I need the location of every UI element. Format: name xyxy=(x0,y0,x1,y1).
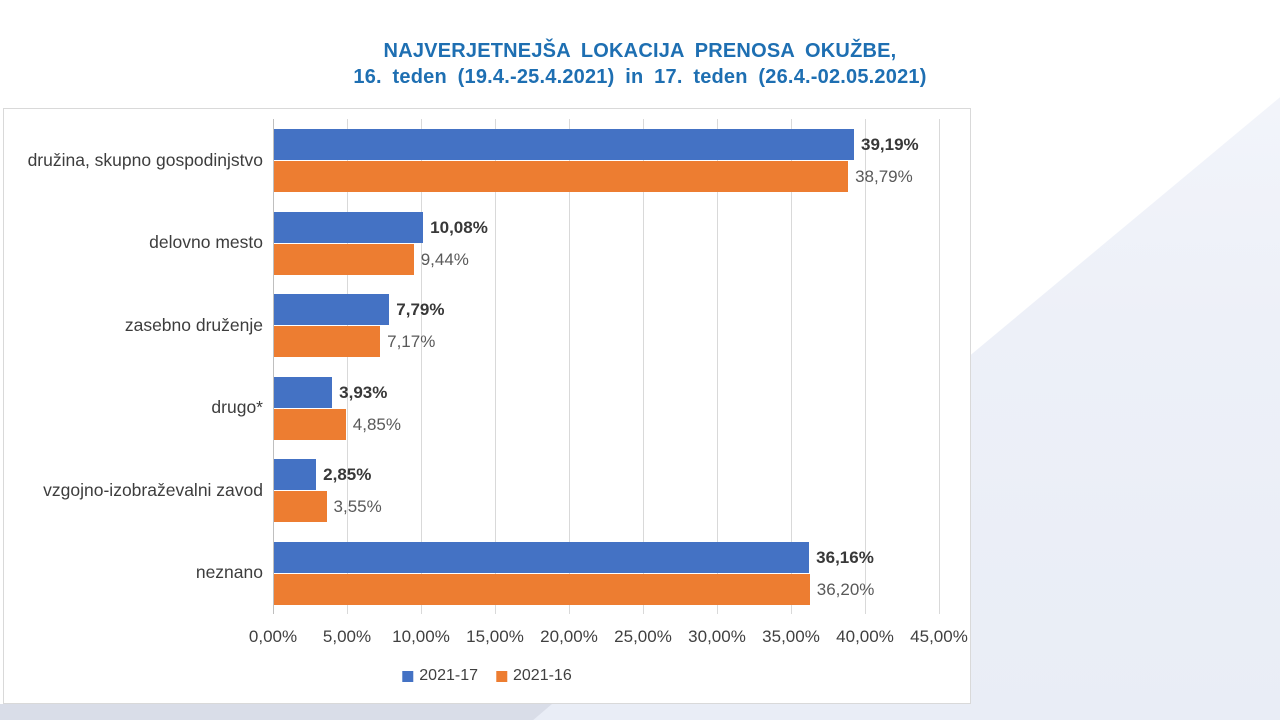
bar-2021-17 xyxy=(274,376,333,408)
x-axis-tick-label: 30,00% xyxy=(688,627,746,646)
background-accent-shape-dark xyxy=(0,704,552,720)
category-label: družina, skupno gospodinjstvo xyxy=(27,149,263,170)
bar-value-label: 3,93% xyxy=(339,382,388,402)
plot-area: 0,00% 5,00% 10,00% 15,00% 20,00% 25,00% 30,00%… xyxy=(4,109,970,703)
bar-value-label: 7,17% xyxy=(387,332,436,351)
category-label: drugo* xyxy=(211,397,263,418)
bar-2021-16 xyxy=(274,573,810,605)
gridline xyxy=(643,119,644,614)
bar-value-label: 4,85% xyxy=(352,414,401,434)
bar-2021-16 xyxy=(274,408,346,440)
gridline xyxy=(865,119,866,614)
bar-2021-16 xyxy=(274,491,327,522)
bar-value-label: 2,85% xyxy=(323,465,372,484)
x-axis-tick-label: 25,00% xyxy=(614,627,672,646)
value-axis-line xyxy=(273,119,274,614)
gridline xyxy=(717,119,718,614)
category-label: delovno mesto xyxy=(149,232,263,253)
gridline xyxy=(569,119,570,614)
bar-2021-17 xyxy=(274,211,424,243)
bar-value-label: 38,79% xyxy=(855,167,913,186)
bar-value-label: 36,16% xyxy=(816,547,874,567)
gridline xyxy=(939,119,940,614)
x-axis-tick-label: 10,00% xyxy=(392,627,450,646)
x-axis-tick-label: 20,00% xyxy=(540,627,598,646)
x-axis-tick-label: 5,00% xyxy=(322,627,372,646)
bar-value-label: 9,44% xyxy=(420,249,469,269)
gridline xyxy=(421,119,422,614)
bar-value-label: 3,55% xyxy=(333,497,382,516)
x-axis-tick-label: 0,00% xyxy=(248,627,298,646)
legend-swatch-2021-17 xyxy=(402,670,414,682)
legend-label: 2021-17 xyxy=(419,667,478,684)
category-label: vzgojno-izobraževalni zavod xyxy=(43,479,263,500)
bar-2021-17 xyxy=(274,459,317,490)
bar-2021-16 xyxy=(274,243,414,275)
chart-title: NAJVERJETNEJŠA LOKACIJA PRENOSA OKUŽBE, … xyxy=(0,38,1280,90)
chart-card: 0,00% 5,00% 10,00% 15,00% 20,00% 25,00% 30,00%… xyxy=(3,108,971,704)
bar-2021-16 xyxy=(274,161,849,192)
legend-item: 2021-17 xyxy=(402,667,478,685)
gridline xyxy=(791,119,792,614)
bar-2021-17 xyxy=(274,294,390,325)
x-axis-tick-label: 35,00% xyxy=(762,627,820,646)
category-label: zasebno druženje xyxy=(124,314,263,335)
legend-label: 2021-16 xyxy=(513,667,572,684)
chart-legend: 2021-17 2021-16 xyxy=(402,667,572,685)
bar-2021-16 xyxy=(274,326,381,357)
bar-2021-17 xyxy=(274,541,810,573)
legend-swatch-2021-16 xyxy=(496,670,507,682)
gridline xyxy=(347,119,348,614)
gridline xyxy=(495,119,496,614)
category-label: neznano xyxy=(195,562,263,583)
bar-value-label: 36,20% xyxy=(816,579,875,599)
x-axis-tick-label: 15,00% xyxy=(466,627,524,646)
bar-value-label: 39,19% xyxy=(861,135,919,154)
bar-value-label: 10,08% xyxy=(430,217,488,237)
bar-2021-17 xyxy=(274,129,854,160)
legend-item: 2021-16 xyxy=(496,667,572,685)
chart-title-line1: NAJVERJETNEJŠA LOKACIJA PRENOSA OKUŽBE, xyxy=(383,40,897,62)
x-axis-tick-label: 40,00% xyxy=(836,627,894,646)
x-axis-tick-label: 45,00% xyxy=(910,627,968,646)
bar-value-label: 7,79% xyxy=(396,300,445,319)
chart-title-line2: 16. teden (19.4.-25.4.2021) in 17. teden… xyxy=(353,66,927,88)
